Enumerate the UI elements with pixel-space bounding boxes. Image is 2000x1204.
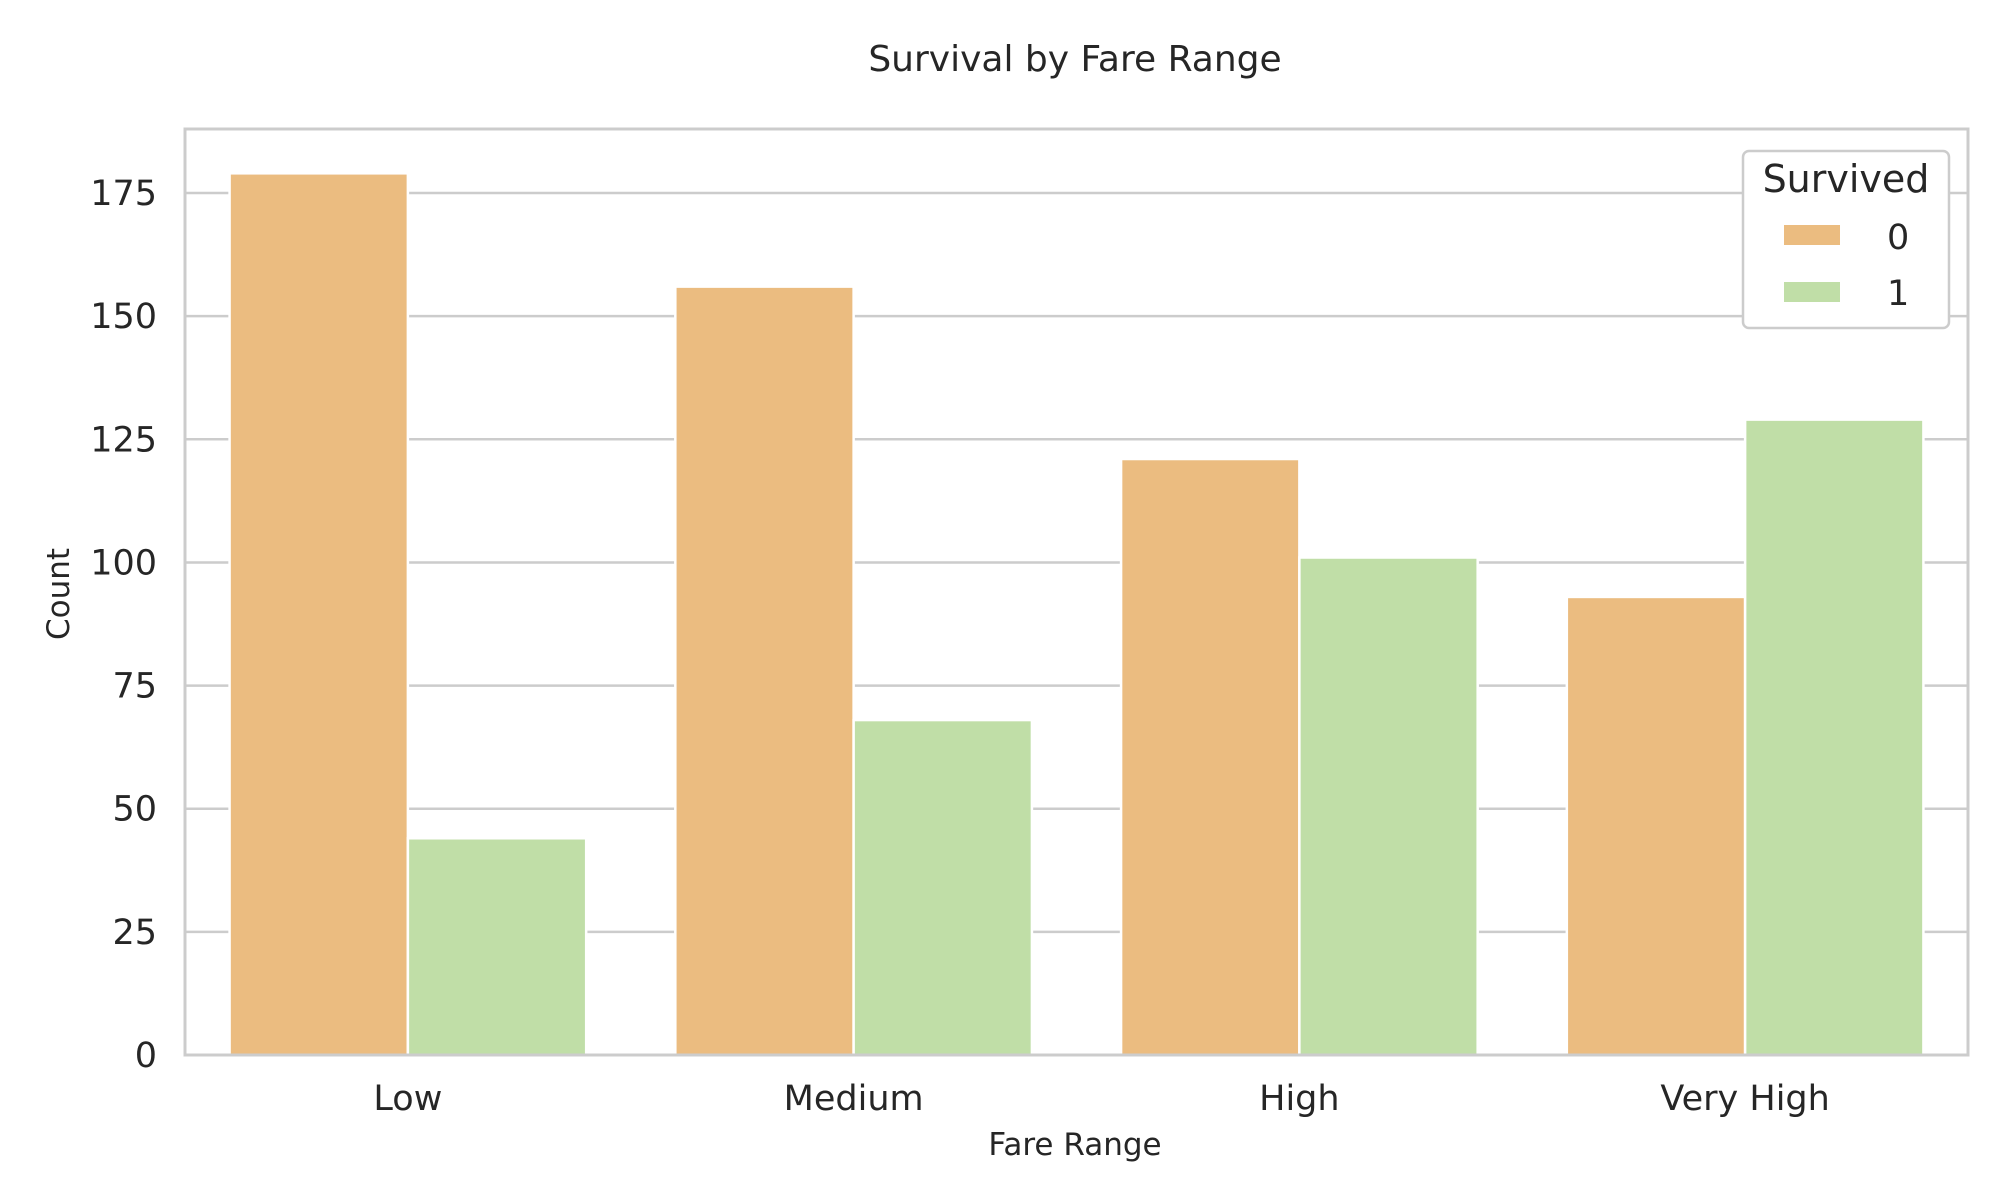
- bar-medium-survived-1: [852, 718, 1034, 1057]
- y-tick-label: 100: [90, 543, 157, 583]
- bar-high-survived-1: [1298, 556, 1479, 1057]
- y-tick-label: 0: [135, 1036, 157, 1076]
- y-tick-label: 150: [90, 297, 157, 337]
- x-tick-label: High: [1259, 1079, 1339, 1119]
- legend-label-0: 0: [1887, 218, 1909, 258]
- legend-label-1: 1: [1887, 274, 1909, 314]
- y-tick-label: 175: [90, 174, 157, 214]
- bar-very-high-survived-1: [1743, 418, 1925, 1057]
- legend-swatch-1: [1784, 282, 1840, 302]
- y-axis-ticks: 0 25 50 75 100 125 150 175: [90, 174, 157, 1076]
- y-axis-label: Count: [41, 548, 77, 640]
- chart-title: Survival by Fare Range: [868, 39, 1281, 80]
- bar-high-survived-0: [1119, 457, 1301, 1057]
- legend-swatch-0: [1784, 225, 1840, 245]
- legend-title: Survived: [1763, 157, 1930, 201]
- x-axis-label: Fare Range: [988, 1127, 1161, 1163]
- y-tick-label: 25: [112, 913, 157, 953]
- y-tick-label: 50: [112, 790, 157, 830]
- y-tick-label: 125: [90, 420, 157, 460]
- x-axis-ticks: Low Medium High Very High: [373, 1079, 1829, 1119]
- x-tick-label: Low: [373, 1079, 442, 1119]
- x-tick-label: Medium: [784, 1079, 924, 1119]
- bars: [228, 172, 1925, 1057]
- bar-medium-survived-0: [674, 285, 855, 1057]
- bar-low-survived-1: [406, 837, 588, 1057]
- y-tick-label: 75: [112, 667, 157, 707]
- plot-frame: [183, 127, 1970, 1057]
- bar-very-high-survived-0: [1565, 595, 1747, 1057]
- bar-low-survived-0: [228, 172, 410, 1057]
- x-tick-label: Very High: [1660, 1079, 1829, 1119]
- legend: Survived 0 1: [1741, 149, 1951, 330]
